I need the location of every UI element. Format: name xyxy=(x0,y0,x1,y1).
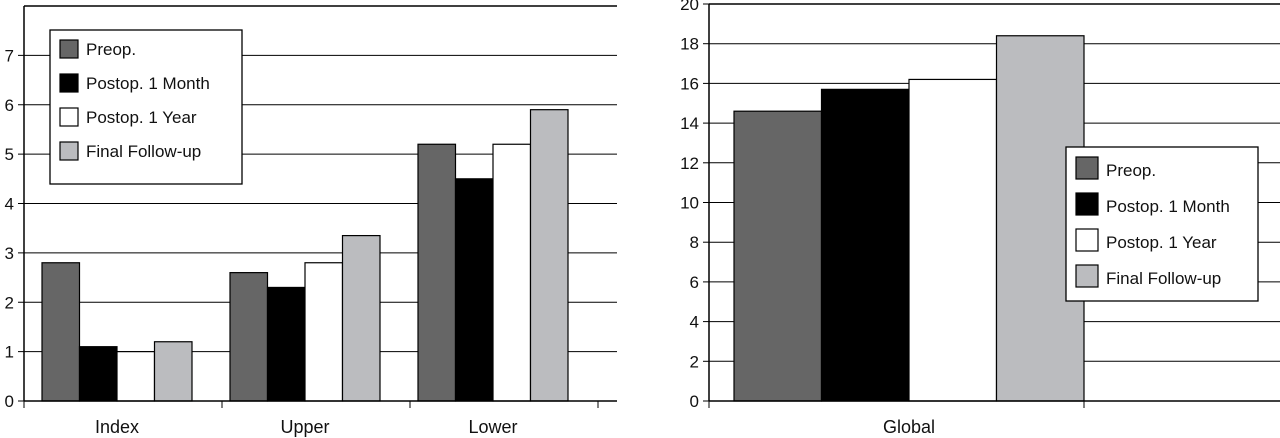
x-category-label: Lower xyxy=(468,417,517,437)
y-tick-label: 14 xyxy=(680,114,699,133)
y-tick-label: 4 xyxy=(5,195,14,214)
bar-global-postop-1-month xyxy=(820,88,910,402)
y-tick-label: 6 xyxy=(690,273,699,292)
bar-index-final-follow-up xyxy=(153,341,193,402)
bar-global-preop xyxy=(733,110,823,402)
y-tick-label: 16 xyxy=(680,74,699,93)
legend-label: Postop. 1 Month xyxy=(86,74,210,93)
bar-upper-postop-1-year xyxy=(304,262,344,402)
y-tick-label: 10 xyxy=(680,194,699,213)
legend-label: Preop. xyxy=(1106,161,1156,180)
chart-right-panel: 0 2 4 6 8 10 12 14 16 18 20 Global Preop. Postop. 1 M… xyxy=(680,0,1280,437)
legend-swatch xyxy=(59,73,79,93)
legend-label: Final Follow-up xyxy=(86,142,201,161)
legend: Preop. Postop. 1 Month Postop. 1 Year Final… xyxy=(49,29,243,185)
bar-upper-preop xyxy=(229,272,269,402)
y-tick-label: 6 xyxy=(5,96,14,115)
legend: Preop. Postop. 1 Month Postop. 1 Year Final… xyxy=(1065,146,1259,302)
y-tick-label: 2 xyxy=(5,293,14,312)
y-tick-label: 12 xyxy=(680,154,699,173)
bar-global-postop-1-year xyxy=(908,78,998,402)
bar-upper-final-follow-up xyxy=(341,234,381,402)
x-category-label: Upper xyxy=(280,417,329,437)
legend-swatch xyxy=(59,141,79,161)
y-tick-label: 18 xyxy=(680,35,699,54)
legend-swatch xyxy=(1075,264,1099,288)
legend-swatch xyxy=(1075,156,1099,180)
y-tick-label: 1 xyxy=(5,343,14,362)
bar-upper-postop-1-month xyxy=(266,286,306,402)
bar-index-postop-1-year xyxy=(116,351,156,402)
chart-left-panel: 0 1 2 3 4 5 6 7 Index Upper Lower Preop. Postop. 1 M… xyxy=(5,5,617,437)
y-tick-label: 3 xyxy=(5,244,14,263)
legend-box xyxy=(49,29,243,185)
bar-index-postop-1-month xyxy=(78,346,118,402)
legend-label: Postop. 1 Year xyxy=(86,108,197,127)
legend-swatch xyxy=(1075,228,1099,252)
y-tick-label: 8 xyxy=(690,233,699,252)
y-tick-label: 0 xyxy=(690,392,699,411)
legend-swatch xyxy=(59,39,79,59)
bar-lower-preop xyxy=(417,143,457,402)
legend-swatch xyxy=(1075,192,1099,216)
x-category-label: Global xyxy=(883,417,935,437)
bar-lower-postop-1-year xyxy=(492,143,532,402)
y-tick-label: 2 xyxy=(690,352,699,371)
legend-label: Postop. 1 Year xyxy=(1106,233,1217,252)
y-tick-label: 5 xyxy=(5,145,14,164)
legend-swatch xyxy=(59,107,79,127)
legend-label: Postop. 1 Month xyxy=(1106,197,1230,216)
x-category-label: Index xyxy=(95,417,139,437)
y-tick-label: 0 xyxy=(5,392,14,411)
legend-label: Preop. xyxy=(86,40,136,59)
bar-lower-final-follow-up xyxy=(529,109,569,402)
legend-label: Final Follow-up xyxy=(1106,269,1221,288)
y-tick-label: 20 xyxy=(680,0,699,14)
y-tick-label: 4 xyxy=(690,313,699,332)
bar-index-preop xyxy=(41,262,81,402)
bar-lower-postop-1-month xyxy=(454,178,494,402)
y-tick-label: 7 xyxy=(5,46,14,65)
